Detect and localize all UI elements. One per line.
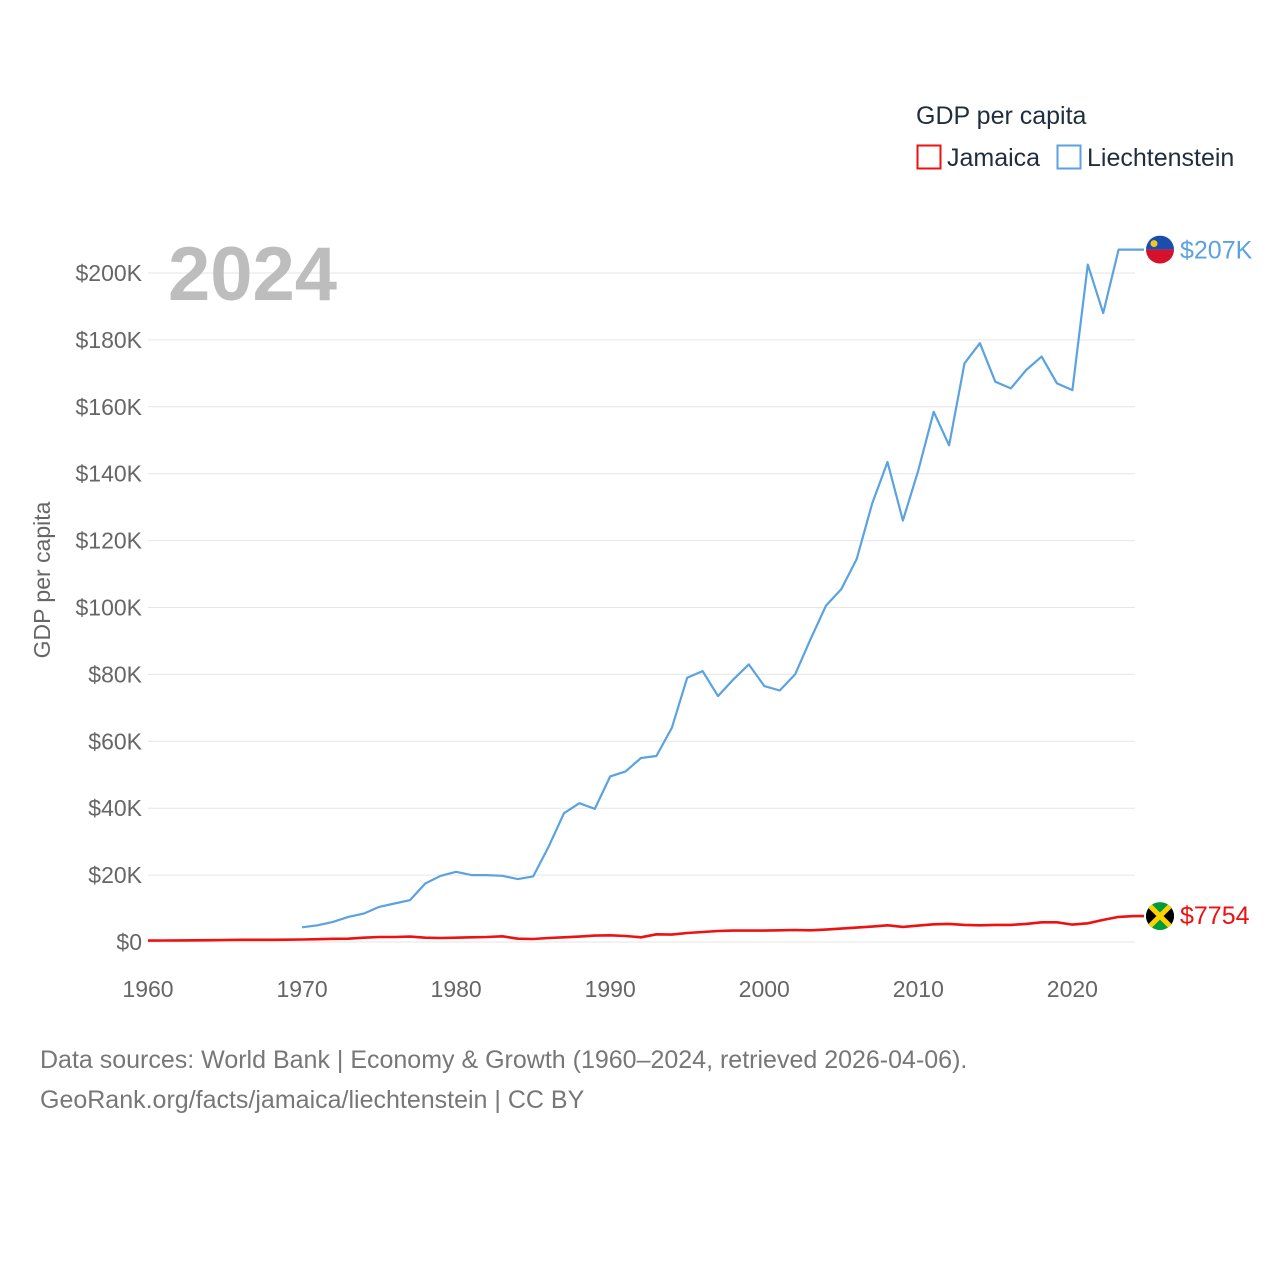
footer: Data sources: World Bank | Economy & Gro… <box>40 1040 967 1120</box>
y-tick-label: $180K <box>75 327 142 353</box>
legend[interactable]: GDP per capita Jamaica Liechtenstein <box>916 102 1234 172</box>
y-axis-title: GDP per capita <box>29 501 55 658</box>
footer-attribution[interactable]: GeoRank.org/facts/jamaica/liechtenstein … <box>40 1086 585 1114</box>
series-line-liechtenstein <box>301 248 1144 929</box>
series-group <box>147 248 1144 942</box>
y-tick-label: $200K <box>75 260 142 286</box>
y-tick-label: $0 <box>116 929 142 955</box>
x-tick-label: 1990 <box>585 976 636 1002</box>
legend-label-jamaica[interactable]: Jamaica <box>947 144 1040 172</box>
grid <box>148 272 1135 943</box>
y-tick-label: $140K <box>75 461 142 487</box>
x-tick-label: 1970 <box>276 976 327 1002</box>
legend-title: GDP per capita <box>916 102 1087 130</box>
y-tick-label: $120K <box>75 528 142 554</box>
legend-swatch-jamaica[interactable] <box>916 144 942 170</box>
y-tick-label: $60K <box>88 728 142 754</box>
end-markers: $207K $7754 <box>1146 235 1253 931</box>
y-axis: $0 $20K $40K $60K $80K $100K $120K $140K $160K $1… <box>75 260 142 955</box>
x-tick-label: 2020 <box>1047 976 1098 1002</box>
y-tick-label: $20K <box>88 862 142 888</box>
jamaica-end-label: $7754 <box>1180 902 1250 930</box>
year-label: 2024 <box>168 232 337 317</box>
y-tick-label: $160K <box>75 394 142 420</box>
jamaica-flag <box>1146 902 1174 931</box>
footer-sources: Data sources: World Bank | Economy & Gro… <box>40 1046 968 1074</box>
x-tick-label: 1980 <box>431 976 482 1002</box>
liechtenstein-flag <box>1146 235 1174 264</box>
series-line-jamaica <box>147 914 1144 942</box>
legend-swatch-liechtenstein[interactable] <box>1056 144 1082 170</box>
y-tick-label: $40K <box>88 795 142 821</box>
y-tick-label: $80K <box>88 661 142 687</box>
liechtenstein-end-label: $207K <box>1180 237 1253 265</box>
x-tick-label: 2000 <box>739 976 790 1002</box>
y-tick-label: $100K <box>75 595 142 621</box>
x-axis: 1960 1970 1980 1990 2000 2010 2020 <box>122 976 1098 1002</box>
legend-label-liechtenstein[interactable]: Liechtenstein <box>1087 144 1234 172</box>
x-tick-label: 2010 <box>893 976 944 1002</box>
x-tick-label: 1960 <box>122 976 173 1002</box>
